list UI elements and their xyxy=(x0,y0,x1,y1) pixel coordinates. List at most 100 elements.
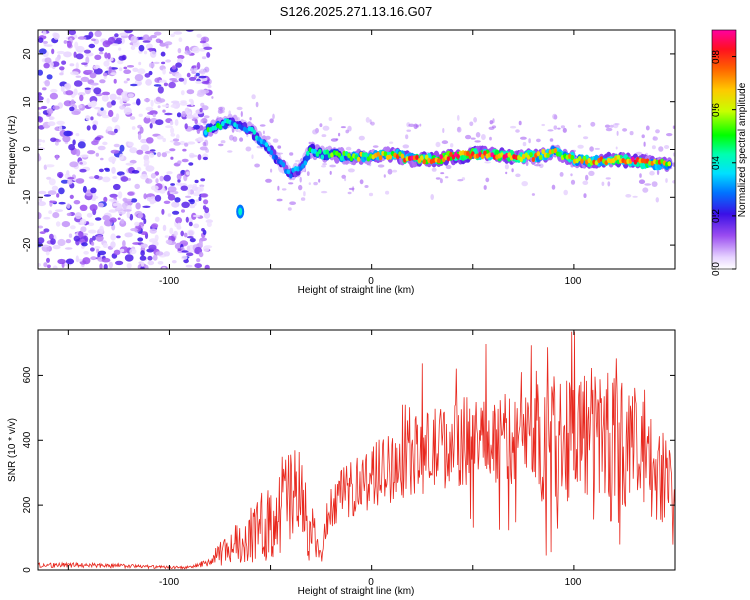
noise-speckle xyxy=(511,168,514,173)
ridge-cell xyxy=(349,156,354,162)
noise-speckle xyxy=(112,203,119,207)
ridge-cell xyxy=(318,148,322,154)
ridge-cell xyxy=(286,169,291,175)
noise-speckle xyxy=(46,176,52,180)
noise-speckle xyxy=(57,258,66,265)
bottom-xtick-label: 100 xyxy=(565,577,582,588)
noise-speckle xyxy=(91,241,95,246)
noise-speckle xyxy=(431,167,437,172)
noise-speckle xyxy=(642,187,649,193)
noise-speckle xyxy=(651,181,658,188)
ridge-cell xyxy=(570,154,575,161)
bottom-ytick-label: 200 xyxy=(22,496,33,513)
noise-speckle xyxy=(457,114,460,121)
ridge-cell xyxy=(536,151,541,157)
noise-speckle xyxy=(162,109,166,113)
noise-speckle xyxy=(145,115,150,119)
noise-speckle xyxy=(470,137,476,140)
noise-speckle xyxy=(124,254,134,262)
bottom-y-axis-label: SNR (10 * v/v) xyxy=(7,418,18,482)
noise-speckle xyxy=(163,82,168,87)
noise-speckle xyxy=(44,57,52,64)
noise-speckle xyxy=(170,33,176,38)
noise-speckle xyxy=(186,236,194,239)
noise-speckle xyxy=(77,36,87,40)
ridge-cell xyxy=(446,156,451,162)
noise-speckle xyxy=(162,266,166,269)
noise-speckle xyxy=(126,263,132,269)
ridge-cell xyxy=(378,155,383,161)
noise-speckle xyxy=(672,180,675,184)
noise-speckle xyxy=(601,181,605,186)
ridge-cell xyxy=(424,154,429,160)
noise-speckle xyxy=(154,234,159,241)
noise-speckle xyxy=(137,133,142,140)
noise-speckle xyxy=(377,164,385,168)
top-xtick-label: 100 xyxy=(565,276,582,287)
noise-speckle xyxy=(217,109,223,114)
noise-speckle xyxy=(110,149,120,154)
noise-speckle xyxy=(102,91,110,96)
ridge-cell xyxy=(306,150,310,156)
noise-speckle xyxy=(122,240,126,248)
noise-speckle xyxy=(132,67,139,73)
noise-speckle xyxy=(322,125,330,131)
noise-speckle xyxy=(86,125,91,131)
noise-speckle xyxy=(162,224,167,232)
noise-speckle xyxy=(115,260,124,266)
chart-title: S126.2025.271.13.16.G07 xyxy=(280,4,433,19)
noise-speckle xyxy=(435,141,441,148)
noise-speckle xyxy=(138,44,145,52)
noise-speckle xyxy=(55,154,59,161)
noise-speckle xyxy=(553,125,558,130)
ridge-cell xyxy=(541,148,545,155)
noise-speckle xyxy=(77,92,86,96)
noise-speckle xyxy=(389,141,394,144)
noise-speckle xyxy=(185,195,192,198)
noise-speckle xyxy=(129,159,137,164)
noise-speckle xyxy=(49,233,54,240)
noise-speckle xyxy=(170,183,176,186)
noise-speckle xyxy=(505,171,508,175)
noise-speckle xyxy=(489,136,492,141)
noise-speckle xyxy=(99,225,104,234)
noise-speckle xyxy=(184,123,188,130)
noise-speckle xyxy=(62,135,71,143)
noise-speckle xyxy=(220,140,226,144)
noise-speckle xyxy=(121,91,130,99)
noise-speckle xyxy=(154,194,162,202)
noise-speckle xyxy=(93,87,102,95)
noise-speckle xyxy=(77,141,86,149)
noise-speckle xyxy=(192,214,201,218)
noise-speckle xyxy=(48,210,53,215)
noise-speckle xyxy=(622,128,628,132)
noise-speckle xyxy=(457,126,461,132)
noise-speckle xyxy=(134,183,140,190)
noise-speckle xyxy=(89,204,98,212)
noise-speckle xyxy=(643,141,646,147)
noise-speckle xyxy=(200,102,205,107)
noise-speckle xyxy=(408,123,415,128)
noise-speckle xyxy=(130,228,139,232)
noise-speckle xyxy=(129,248,137,255)
noise-speckle xyxy=(122,197,128,202)
noise-speckle xyxy=(73,235,81,242)
noise-speckle xyxy=(653,136,656,140)
noise-speckle xyxy=(49,200,57,204)
noise-speckle xyxy=(170,100,180,104)
noise-speckle xyxy=(655,197,659,203)
noise-speckle xyxy=(288,182,294,185)
noise-speckle xyxy=(329,164,336,168)
noise-speckle xyxy=(672,162,675,167)
noise-speckle xyxy=(56,193,60,198)
noise-speckle xyxy=(204,264,210,269)
noise-speckle xyxy=(59,66,65,71)
noise-speckle xyxy=(176,112,182,118)
noise-speckle xyxy=(161,208,165,215)
noise-speckle xyxy=(102,40,111,48)
noise-speckle xyxy=(43,194,52,197)
noise-speckle xyxy=(68,30,76,36)
noise-speckle xyxy=(110,241,116,249)
noise-speckle xyxy=(577,124,582,128)
noise-speckle xyxy=(201,105,209,111)
